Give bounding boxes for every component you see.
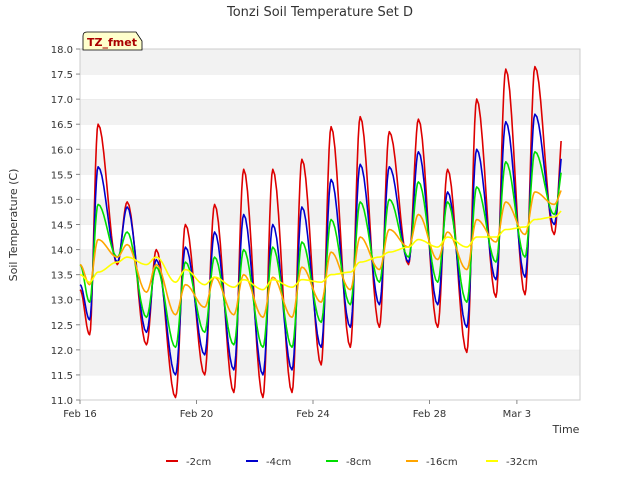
chart-title: Tonzi Soil Temperature Set D: [226, 5, 413, 20]
y-tick-label: 11.5: [51, 371, 73, 382]
y-tick-label: 15.0: [51, 195, 73, 206]
x-axis: Feb 16 Feb 20 Feb 24 Feb 28 Mar 3: [63, 400, 531, 420]
grid-band: [80, 374, 580, 400]
y-tick-label: 17.0: [51, 95, 73, 106]
grid-band: [80, 324, 580, 350]
grid-band: [80, 99, 580, 125]
y-tick-label: 12.0: [51, 346, 73, 357]
y-tick-label: 17.5: [51, 70, 73, 81]
grid-band: [80, 49, 580, 75]
series-line-32cm: [79, 210, 562, 291]
x-tick-label: Feb 16: [63, 409, 97, 420]
grid-band: [80, 74, 580, 100]
y-tick-label: 14.5: [51, 221, 73, 232]
series-line-8cm: [79, 151, 562, 349]
series-line-16cm: [79, 190, 562, 319]
x-axis-label: Time: [552, 423, 580, 436]
legend-label: -16cm: [426, 457, 458, 468]
grid-band: [80, 274, 580, 300]
grid-band: [80, 149, 580, 175]
y-axis-label: Soil Temperature (C): [7, 169, 20, 282]
grid-band: [80, 349, 580, 375]
x-tick-label: Feb 24: [296, 409, 330, 420]
annotation-box: [82, 31, 143, 51]
y-tick-label: 15.5: [51, 170, 73, 181]
legend-label: -4cm: [266, 457, 291, 468]
y-tick-label: 18.0: [51, 45, 73, 56]
x-tick-label: Feb 20: [180, 409, 214, 420]
y-tick-label: 13.5: [51, 271, 73, 282]
legend: -2cm -4cm -8cm -16cm -32cm: [166, 457, 538, 468]
legend-label: -32cm: [506, 457, 538, 468]
grid-band: [80, 299, 580, 325]
annotation-label: TZ_fmet: [87, 36, 137, 49]
y-tick-label: 14.0: [51, 246, 73, 257]
y-tick-label: 13.0: [51, 296, 73, 307]
y-tick-label: 12.5: [51, 321, 73, 332]
series-lines: [79, 65, 562, 399]
y-axis: 11.0 11.5 12.0 12.5 13.0 13.5 14.0 14.5 15.0 15.5…: [51, 45, 80, 407]
x-tick-label: Mar 3: [503, 409, 531, 420]
legend-label: -8cm: [346, 457, 371, 468]
legend-label: -2cm: [186, 457, 211, 468]
y-tick-label: 11.0: [51, 396, 73, 407]
x-tick-label: Feb 28: [413, 409, 447, 420]
y-tick-label: 16.5: [51, 120, 73, 131]
tz-fmet-annotation: TZ_fmet: [82, 31, 143, 51]
y-tick-label: 16.0: [51, 145, 73, 156]
